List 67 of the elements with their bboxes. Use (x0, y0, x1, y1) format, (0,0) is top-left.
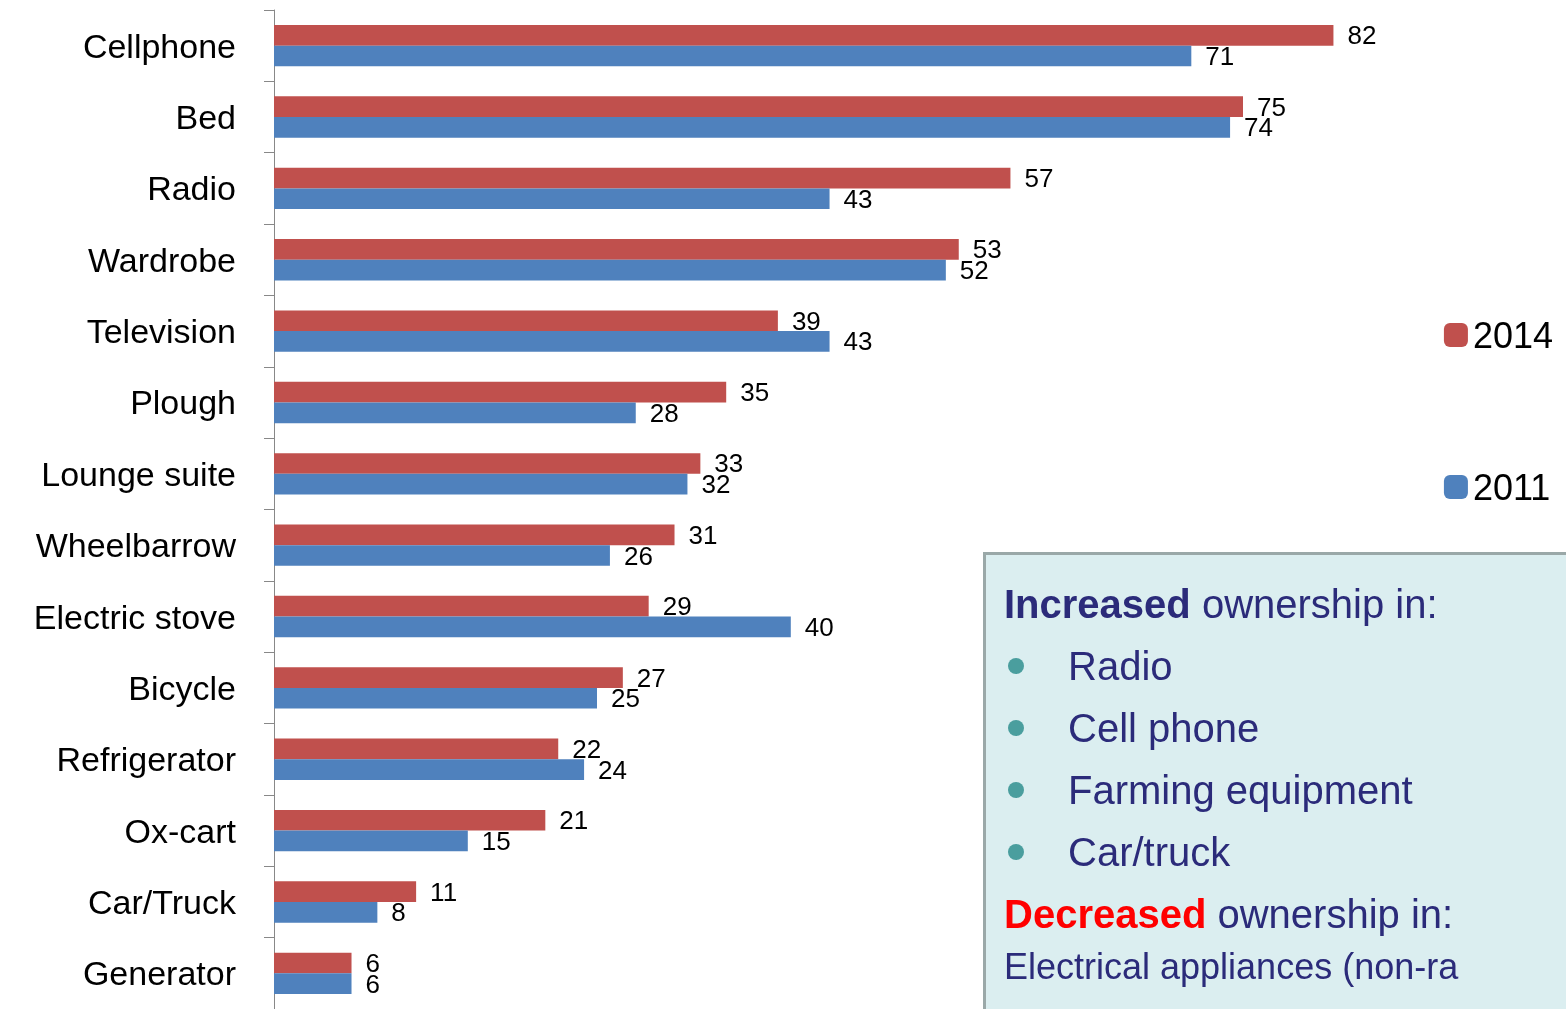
bar (274, 239, 959, 260)
data-label: 26 (623, 540, 653, 571)
y-tick-label: Wheelbarrow (35, 526, 237, 565)
data-label: 39 (791, 305, 821, 336)
bar (274, 759, 585, 780)
bar (274, 381, 727, 403)
bar (274, 453, 701, 474)
bar (274, 881, 417, 902)
bar (274, 809, 546, 831)
legend-label: 2011 (1472, 466, 1551, 508)
bar (274, 595, 649, 617)
y-tick-label: Bicycle (128, 668, 236, 707)
data-label: 31 (688, 519, 718, 550)
bar (274, 117, 1231, 138)
y-tick-label: Radio (147, 169, 236, 208)
annotation: Farming equipment (1067, 767, 1414, 814)
y-tick-label: Cellphone (82, 26, 236, 65)
y-tick-label: Bed (175, 98, 236, 137)
bar (274, 524, 675, 546)
bar (274, 901, 378, 923)
y-tick-label: Plough (130, 383, 236, 422)
bar (274, 96, 1243, 118)
annotation: Radio (1067, 643, 1174, 690)
y-tick-label: Electric stove (33, 597, 236, 636)
annotation: Car/truck (1067, 829, 1232, 876)
annotation: Cell phone (1067, 705, 1261, 752)
y-tick-label: Television (86, 312, 236, 351)
bar (274, 331, 830, 352)
annotation: Decreased ownership in: (1004, 891, 1455, 938)
bar (274, 830, 468, 852)
bar (274, 687, 597, 709)
data-label: 29 (662, 591, 692, 622)
bar (274, 259, 946, 281)
annotation: Increased ownership in: (1004, 581, 1439, 628)
y-tick-label: Generator (82, 954, 236, 993)
bar (274, 545, 610, 566)
bar (274, 167, 1011, 189)
bar (274, 952, 352, 974)
data-label: 40 (804, 611, 834, 642)
bar (274, 667, 623, 688)
bar (274, 616, 791, 638)
bar (274, 310, 778, 332)
y-tick-label: Wardrobe (87, 240, 236, 279)
data-label: 71 (1205, 41, 1235, 72)
data-label: 82 (1347, 20, 1377, 51)
data-label: 8 (391, 897, 406, 928)
annotation: Electrical appliances (non-ra (1004, 945, 1460, 989)
y-tick-label: Lounge suite (41, 454, 236, 493)
data-label: 43 (843, 326, 873, 357)
bar (274, 24, 1334, 46)
y-tick-label: Ox-cart (124, 811, 237, 850)
bar (274, 402, 636, 424)
bar (274, 738, 559, 760)
data-label: 57 (1024, 163, 1054, 194)
bar (274, 473, 688, 495)
legend-label: 2014 (1472, 314, 1554, 356)
data-label: 28 (649, 397, 679, 428)
data-label: 21 (559, 805, 589, 836)
bar (274, 45, 1192, 67)
data-label: 11 (430, 876, 458, 907)
y-tick-label: Refrigerator (56, 740, 236, 779)
y-tick-label: Car/Truck (88, 882, 237, 921)
data-label: 43 (843, 183, 873, 214)
bar (274, 188, 830, 210)
data-label: 35 (740, 377, 770, 408)
bar (274, 973, 352, 995)
data-label: 15 (481, 825, 511, 856)
